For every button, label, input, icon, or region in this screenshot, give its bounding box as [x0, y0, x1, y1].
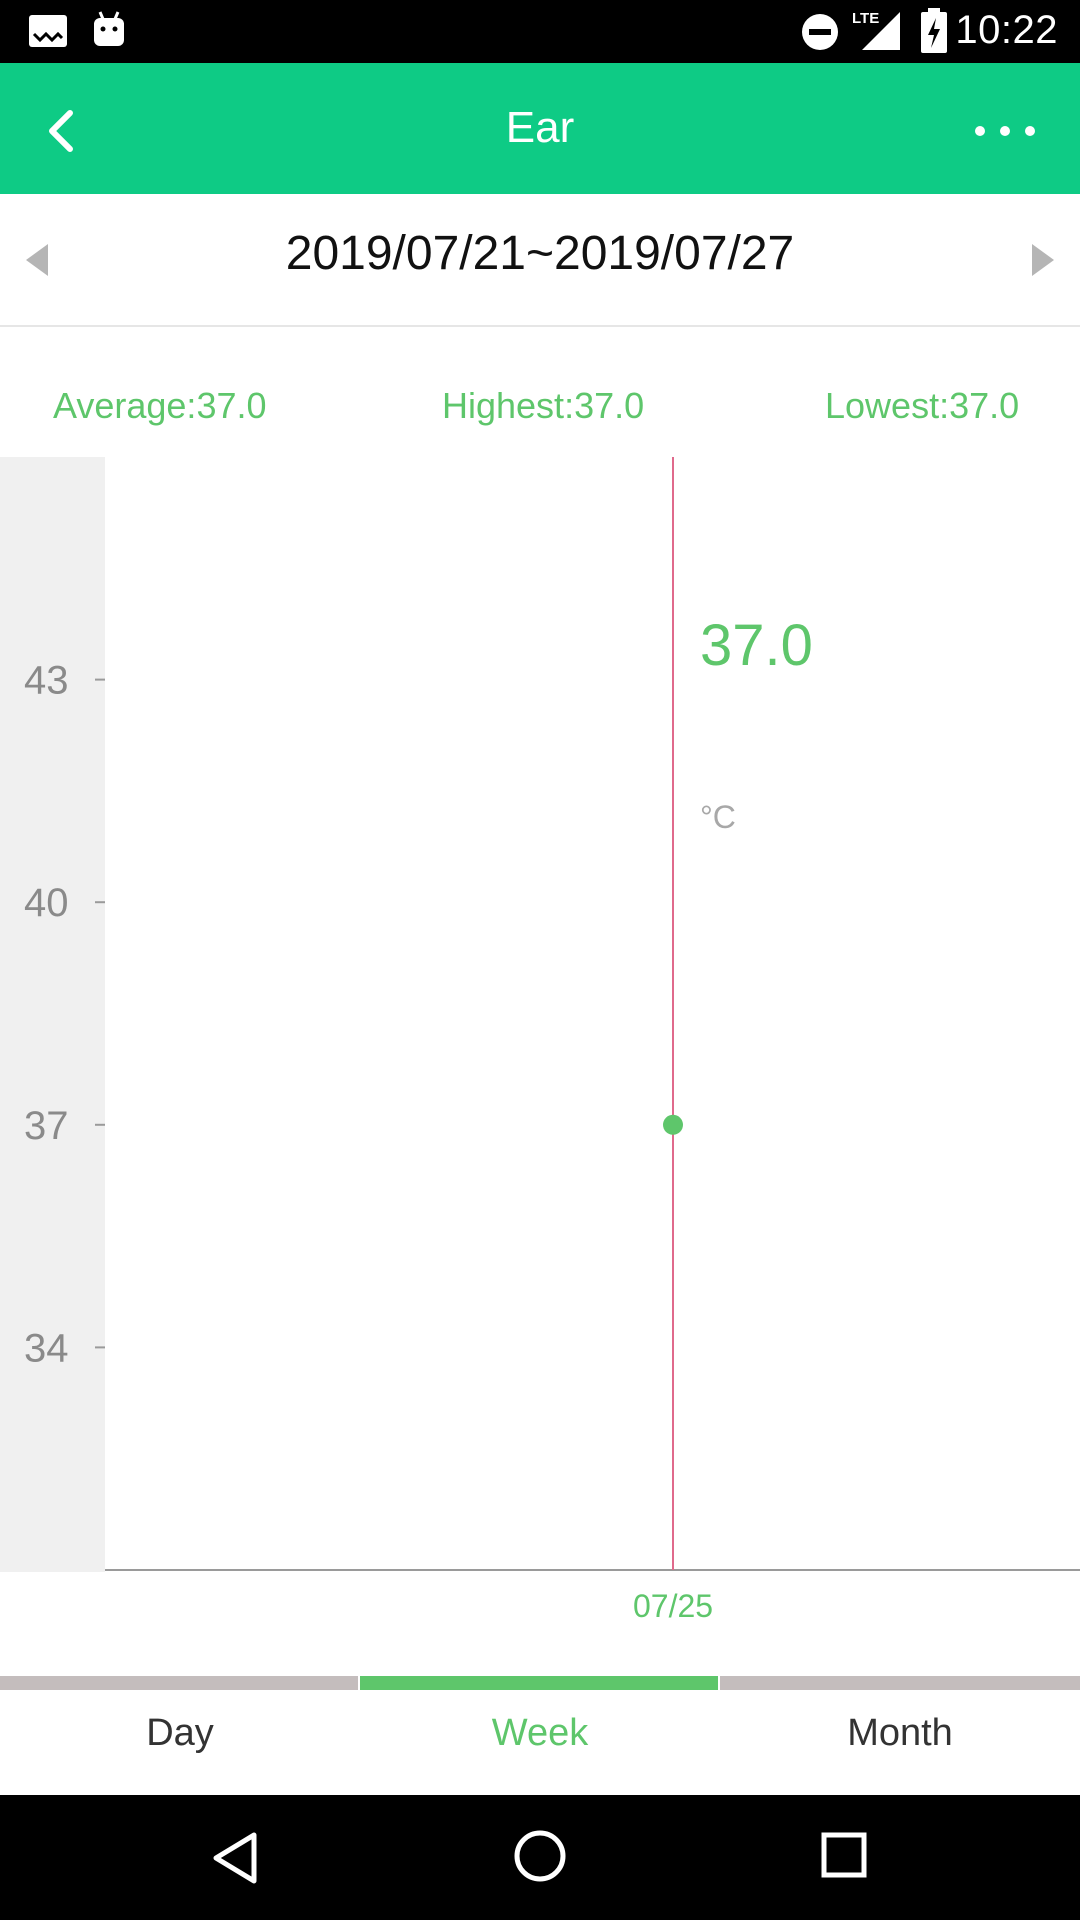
- data-points: [663, 1114, 683, 1135]
- unit-label: °C: [700, 799, 736, 835]
- y-axis-background: [0, 457, 105, 1572]
- y-tick-label: 43: [24, 659, 69, 703]
- temperature-chart[interactable]: 43 40 37 34 37.0 °C: [0, 457, 1080, 1572]
- tab-indicator-bar: [0, 1676, 1080, 1690]
- app-bar: Ear: [0, 63, 1080, 194]
- more-horizontal-icon[interactable]: [970, 113, 1040, 149]
- tab-month[interactable]: Month: [847, 1712, 953, 1754]
- tab-indicator-day: [0, 1676, 358, 1690]
- y-tick-label: 40: [24, 881, 69, 925]
- page-title: Ear: [505, 103, 575, 152]
- data-point[interactable]: [663, 1114, 683, 1135]
- date-range-selector: 2019/07/21~2019/07/27: [0, 194, 1080, 327]
- chevron-left-icon[interactable]: [32, 101, 92, 161]
- triangle-right-icon[interactable]: [1028, 240, 1058, 280]
- do-not-disturb-icon: [802, 14, 838, 50]
- status-time: 10:22: [955, 8, 1058, 52]
- battery-charging-icon: [921, 8, 947, 53]
- status-bar: LTE 10:22: [0, 0, 1080, 63]
- y-tick-label: 37: [24, 1104, 69, 1148]
- system-nav-bar: [0, 1795, 1080, 1920]
- lowest-stat: Lowest:37.0: [825, 385, 1020, 426]
- date-range-label: 2019/07/21~2019/07/27: [285, 227, 795, 280]
- tab-indicator-week: [360, 1676, 718, 1690]
- tab-week[interactable]: Week: [491, 1712, 589, 1754]
- y-axis: 43 40 37 34: [24, 659, 105, 1370]
- x-tick-label: 07/25: [633, 1588, 714, 1624]
- back-triangle-icon[interactable]: [210, 1831, 260, 1885]
- home-circle-icon[interactable]: [513, 1829, 567, 1883]
- android-icon: [94, 11, 124, 46]
- tab-day[interactable]: Day: [146, 1712, 214, 1754]
- wallpaper-icon: [29, 15, 67, 47]
- lte-signal-icon: LTE: [850, 8, 902, 52]
- selected-value: 37.0: [700, 613, 813, 678]
- triangle-left-icon[interactable]: [22, 240, 52, 280]
- average-stat: Average:37.0: [53, 385, 267, 426]
- y-tick-label: 34: [24, 1326, 69, 1370]
- tab-indicator-month: [720, 1676, 1080, 1690]
- lte-label: LTE: [852, 10, 880, 27]
- highest-stat: Highest:37.0: [442, 385, 645, 426]
- recents-square-icon[interactable]: [820, 1831, 868, 1879]
